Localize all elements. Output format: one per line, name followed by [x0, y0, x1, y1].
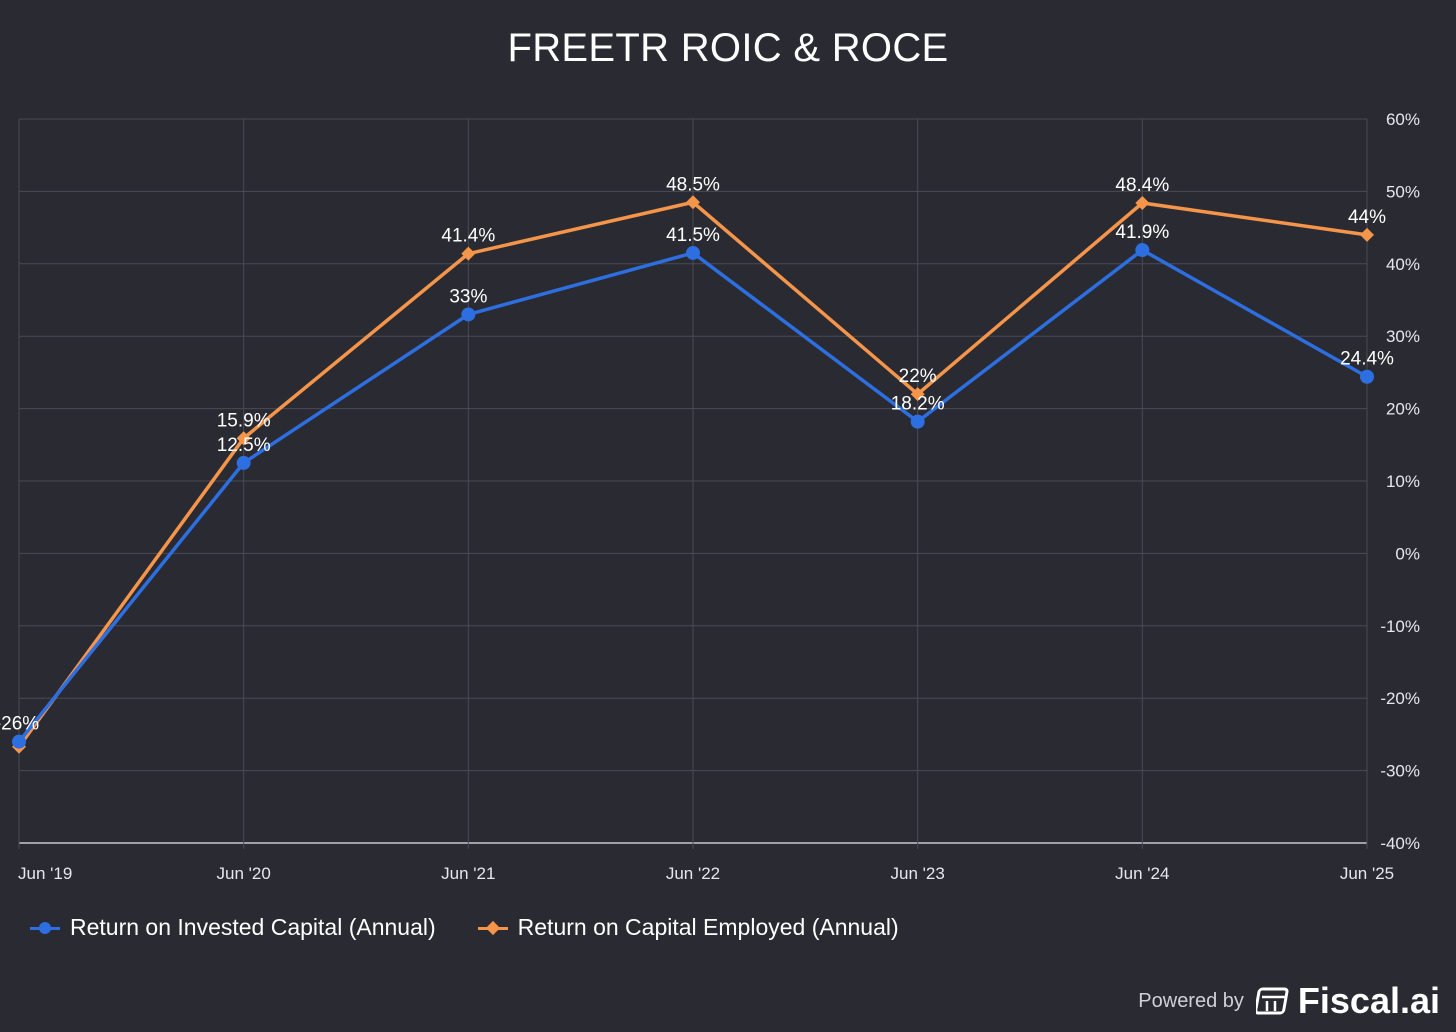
legend-item-roic[interactable]: Return on Invested Capital (Annual): [30, 914, 436, 941]
data-label-roic: 24.4%: [1340, 349, 1394, 370]
legend: Return on Invested Capital (Annual) Retu…: [30, 914, 899, 941]
label-layer: -26% 12.5% 33% 41.5% 18.2% 41.9% 24.4% 15.9% 41.…: [0, 174, 1394, 734]
x-tick-label: Jun '23: [891, 864, 945, 883]
data-point-roce: [236, 431, 251, 446]
y-tick-label: 40%: [1386, 255, 1420, 274]
data-label-roic: 18.2%: [891, 394, 945, 415]
data-label-roic: 41.9%: [1115, 222, 1169, 243]
data-label-roic: -26%: [0, 714, 39, 735]
brand-name: Fiscal.ai: [1297, 980, 1440, 1021]
data-label-roce: 48.5%: [666, 174, 720, 195]
y-tick-label: 10%: [1386, 472, 1420, 491]
data-point-roic: [1135, 243, 1150, 258]
fiscal-logo-icon: [1255, 987, 1289, 1015]
data-point-roce: [686, 195, 700, 210]
series-layer: [12, 195, 1374, 754]
data-label-roce: 41.4%: [441, 226, 495, 247]
data-label-roic: 33%: [449, 286, 487, 307]
data-point-roic: [1360, 369, 1374, 384]
data-label-roce: 48.4%: [1115, 175, 1169, 196]
chart-title: FREETR ROIC & ROCE: [507, 26, 949, 70]
y-tick-label: 20%: [1386, 400, 1420, 419]
data-point-roce: [910, 387, 925, 402]
x-tick-label: Jun '24: [1115, 864, 1169, 883]
y-tick-label: -10%: [1380, 617, 1420, 636]
x-tick-label: Jun '22: [666, 864, 720, 883]
powered-by-text: Powered by: [1138, 989, 1244, 1012]
legend-item-roce[interactable]: Return on Capital Employed (Annual): [477, 914, 899, 941]
legend-label-roce: Return on Capital Employed (Annual): [517, 914, 899, 940]
data-label-roce: 15.9%: [217, 410, 271, 431]
data-label-roce: 22%: [899, 366, 937, 387]
legend-swatch-roce: [477, 918, 508, 938]
data-point-roce: [1360, 227, 1374, 242]
data-point-roce: [1135, 195, 1150, 210]
y-tick-label: 50%: [1386, 182, 1420, 201]
powered-by: Powered by Fiscal.ai: [1138, 980, 1440, 1022]
data-point-roic: [236, 455, 251, 470]
y-tick-label: 60%: [1386, 110, 1420, 129]
brand-logo[interactable]: Fiscal.ai: [1255, 980, 1440, 1022]
legend-swatch-roic: [30, 918, 60, 938]
y-tick-label: -20%: [1380, 689, 1420, 708]
y-tick-label: -40%: [1380, 834, 1420, 853]
data-point-roce: [461, 246, 476, 261]
y-tick-label: 30%: [1386, 327, 1420, 346]
data-label-roce: 44%: [1348, 207, 1386, 228]
data-point-roic: [12, 734, 26, 749]
x-tick-label: Jun '25: [1340, 864, 1394, 883]
x-tick-label: Jun '19: [18, 864, 72, 883]
data-point-roic: [686, 245, 700, 260]
x-tick-label: Jun '21: [441, 864, 495, 883]
legend-label-roic: Return on Invested Capital (Annual): [70, 914, 436, 940]
data-label-roic: 41.5%: [666, 225, 720, 246]
y-tick-label: 0%: [1395, 544, 1420, 563]
data-point-roic: [910, 414, 925, 429]
data-label-roic: 12.5%: [217, 435, 271, 456]
y-tick-label: -30%: [1380, 762, 1420, 781]
grid-layer: 60% 50% 40% 30% 20% 10% 0% -10% -20% -30% -40% Jun …: [18, 110, 1420, 883]
data-point-roic: [461, 307, 476, 322]
x-tick-label: Jun '20: [217, 864, 271, 883]
